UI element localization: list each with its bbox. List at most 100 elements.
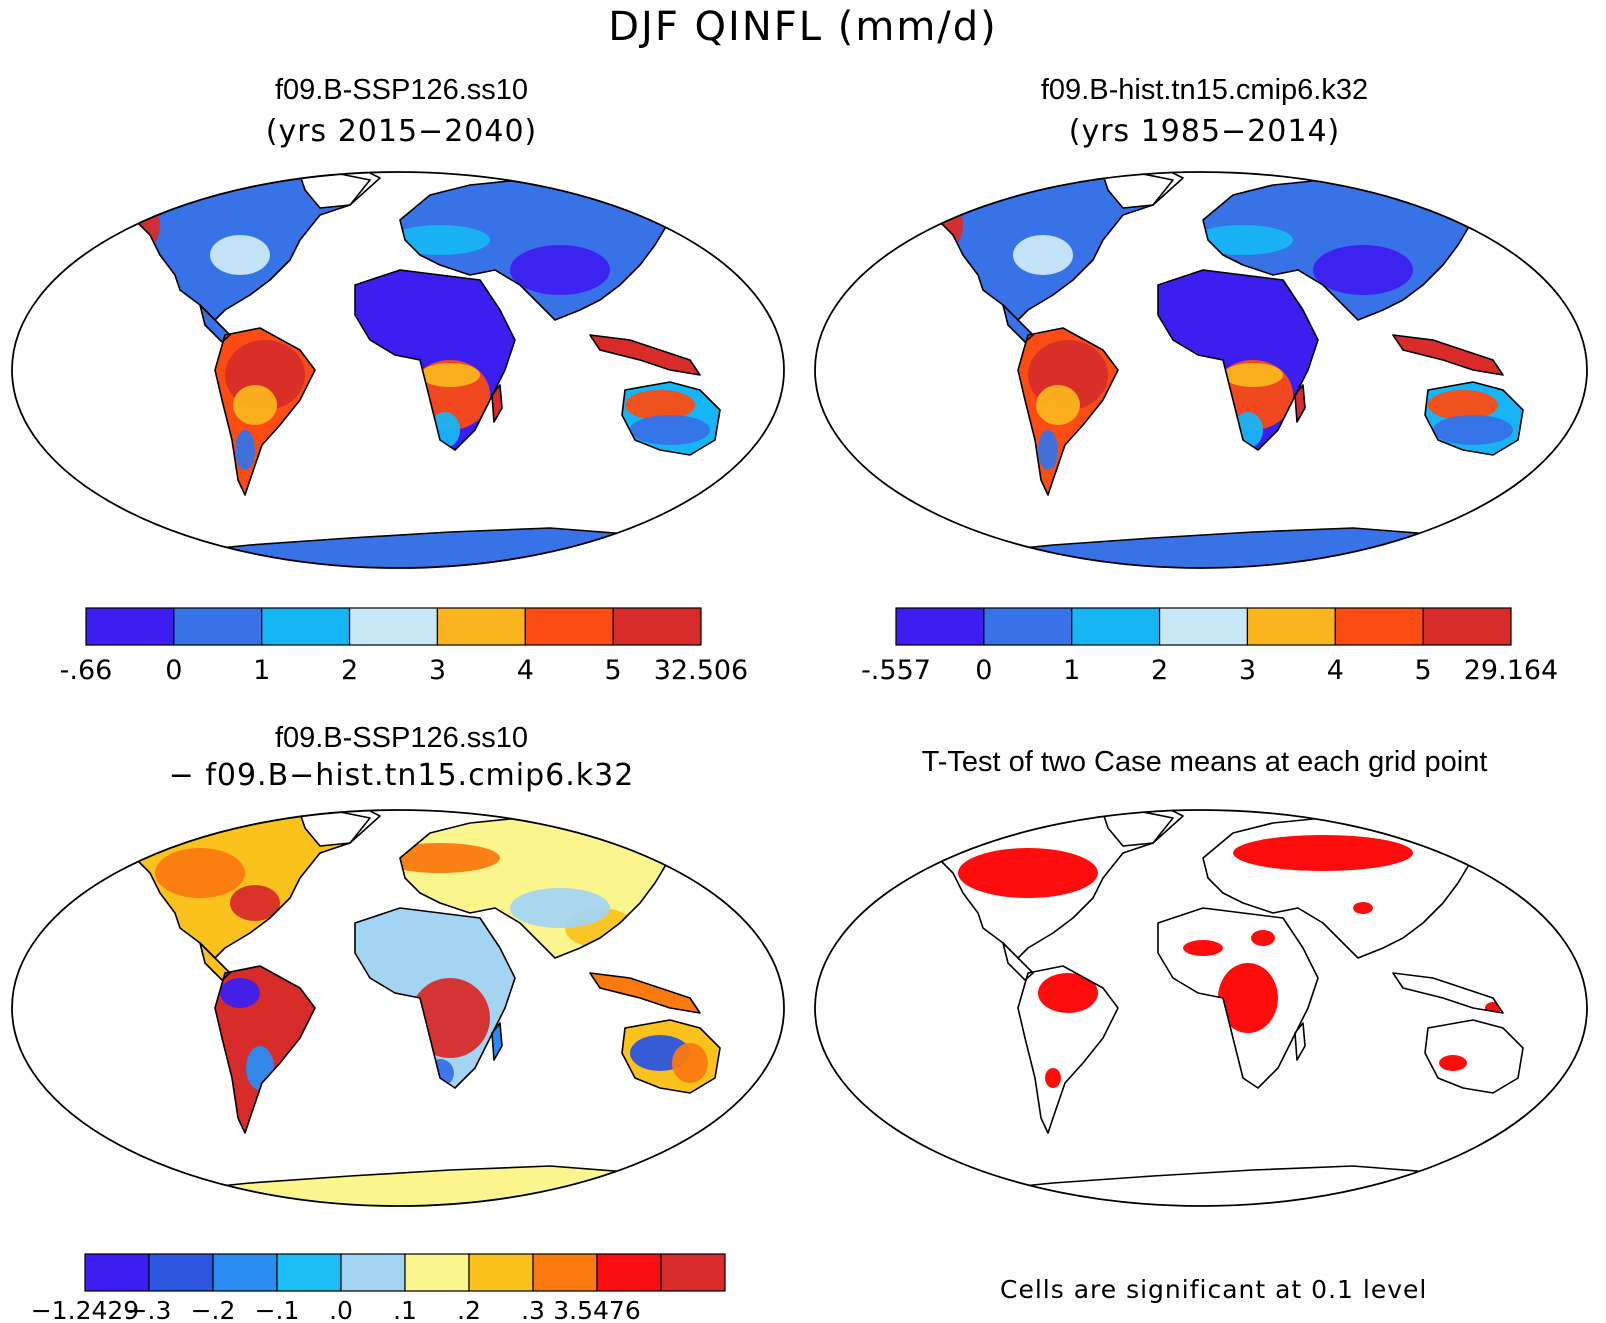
map-bottom-left-land-indonesia	[590, 973, 700, 1013]
top-left-colorbar-label: -.66	[60, 655, 113, 686]
figure-title: DJF QINFL (mm/d)	[608, 4, 998, 50]
top-left-colorbar-label: 2	[341, 655, 358, 686]
map-bottom-right-coastline-africa	[1157, 907, 1319, 1089]
top-right-colorbar-label: 4	[1327, 655, 1344, 686]
map-top-right-field-region	[1013, 235, 1073, 275]
map-bottom-left-coastline-greenland	[299, 810, 381, 847]
map-bottom-right-field-region	[1251, 930, 1275, 946]
map-top-right-coastline-africa	[1157, 269, 1319, 451]
top-left-colorbar-box	[173, 607, 263, 646]
top-right-colorbar-box	[1071, 607, 1161, 646]
map-top-left-coastline-africa	[354, 269, 516, 451]
map-top-right-land-centralAmerica	[1003, 305, 1033, 342]
top-left-colorbar-label: 1	[253, 655, 270, 686]
map-top-right-coastline-greenland	[1102, 172, 1184, 209]
map-bottom-right-coastline-indonesia	[1392, 972, 1504, 1014]
bottom-left-colorbar-label: −.1	[255, 1296, 300, 1323]
top-right-colorbar-label: -.557	[861, 655, 931, 686]
map-bottom-right-land-australia	[1425, 1020, 1523, 1093]
map-bottom-right-field-region	[1038, 973, 1098, 1013]
map-top-left-coastline-indonesia	[589, 334, 701, 376]
map-bottom-left-field-region	[672, 1043, 708, 1083]
bottom-left-colorbar-label: .2	[457, 1296, 481, 1323]
bottom-left-colorbar-box	[660, 1253, 726, 1292]
top-right-colorbar-label: 1	[1063, 655, 1080, 686]
bottom-left-colorbar-box	[404, 1253, 470, 1292]
panel-subtitle-bottom-left: − f09.B−hist.tn15.cmip6.k32	[168, 758, 635, 793]
map-top-right-field-region	[1038, 430, 1058, 470]
colorbar-bottom-left: −1.2429−.3 −.2 −.1 .0 .1 .2 .3 3.5476	[31, 1253, 726, 1323]
map-top-left-land-centralAmerica	[200, 305, 230, 342]
bottom-left-colorbar-label: .3	[521, 1296, 545, 1323]
map-top-right-field-region	[1433, 415, 1513, 445]
top-left-colorbar-label: 32.506	[654, 655, 748, 686]
bottom-left-colorbar-box	[148, 1253, 214, 1292]
top-right-colorbar-box	[1334, 607, 1424, 646]
map-bottom-right-field-region	[1218, 963, 1278, 1033]
map-bottom-right-frame	[814, 809, 1588, 1207]
top-right-colorbar-label: 0	[975, 655, 992, 686]
top-right-colorbar-box	[1246, 607, 1336, 646]
map-bottom-left-field-region	[230, 885, 280, 921]
top-left-colorbar-box	[612, 607, 702, 646]
map-bottom-left-field-region	[220, 978, 260, 1008]
map-top-left-land-madagascar	[492, 385, 502, 422]
map-top-right-field-region	[1223, 363, 1283, 387]
map-bottom-right-coastline-greenland	[1102, 810, 1184, 847]
bottom-left-colorbar-label: −1.2429	[31, 1296, 139, 1323]
top-right-colorbar-label: 2	[1151, 655, 1168, 686]
map-bottom-left-coastline-australia	[621, 1019, 721, 1094]
map-bottom-left-land-madagascar	[492, 1023, 502, 1060]
map-top-left-field-region	[340, 280, 460, 330]
map-top-right-field-region	[1143, 280, 1263, 330]
map-bottom-left-frame	[11, 809, 785, 1207]
top-left-colorbar-box	[348, 607, 439, 646]
map-top-right-land-madagascar	[1295, 385, 1305, 422]
map-top-left-field-region	[630, 415, 710, 445]
bottom-left-colorbar-box	[340, 1253, 406, 1292]
map-top-left-field-region	[510, 245, 610, 295]
significance-note: Cells are significant at 0.1 level	[1000, 1275, 1428, 1304]
map-bottom-left-field-region	[155, 848, 245, 898]
map-bottom-left-coastline-africa	[354, 907, 516, 1089]
top-right-colorbar-box	[1158, 607, 1249, 646]
map-bottom-right-coastline-centralAmerica	[1002, 942, 1034, 981]
map-top-left-field-region	[235, 430, 255, 470]
panel-subtitle-top-right: (yrs 1985−2014)	[1068, 114, 1341, 149]
map-top-left-field-region	[625, 390, 695, 420]
map-bottom-right-coastline-madagascar	[1294, 1022, 1306, 1061]
map-bottom-right-field-region	[958, 848, 1098, 898]
map-top-right-frame	[814, 171, 1588, 569]
top-left-colorbar-box	[85, 607, 175, 646]
panel-subtitle-top-left: (yrs 2015−2040)	[265, 114, 538, 149]
map-panel-top-left	[11, 171, 785, 569]
bottom-left-colorbar-label: 3.5476	[553, 1296, 640, 1323]
bottom-left-colorbar-box	[596, 1253, 662, 1292]
map-bottom-right-coastline-southAmerica	[1017, 965, 1119, 1134]
top-left-colorbar-label: 4	[517, 655, 534, 686]
bottom-left-colorbar-box	[212, 1253, 278, 1292]
map-bottom-left-field-region	[510, 888, 610, 928]
map-top-right-field-region	[1428, 390, 1498, 420]
top-left-colorbar-box	[436, 607, 526, 646]
map-bottom-right-field-region	[1045, 1068, 1061, 1088]
bottom-left-colorbar-label: .1	[393, 1296, 417, 1323]
map-bottom-left-land-centralAmerica	[200, 943, 230, 980]
map-top-right-field-region	[1036, 385, 1080, 425]
map-top-left-field-region	[210, 235, 270, 275]
colorbar-top-right: -.557 0 1 2 3 4 5 29.164	[861, 607, 1558, 686]
map-top-right-land-indonesia	[1393, 335, 1503, 375]
top-right-colorbar-box	[1422, 607, 1512, 646]
panel-title-top-left: f09.B-SSP126.ss10	[274, 74, 529, 106]
map-top-right-coastline-australia	[1424, 381, 1524, 456]
map-bottom-right-land-indonesia	[1393, 973, 1503, 1013]
top-left-colorbar-label: 0	[165, 655, 182, 686]
top-left-colorbar-label: 5	[605, 655, 622, 686]
map-top-right-coastline-southAmerica	[1017, 327, 1119, 496]
map-bottom-right-field-region	[1439, 1055, 1467, 1071]
top-right-colorbar-box	[983, 607, 1073, 646]
map-bottom-right-land-southAmerica	[1018, 966, 1118, 1133]
top-left-colorbar-box	[261, 607, 351, 646]
map-top-left-frame	[11, 171, 785, 569]
map-top-left-field-region	[233, 385, 277, 425]
